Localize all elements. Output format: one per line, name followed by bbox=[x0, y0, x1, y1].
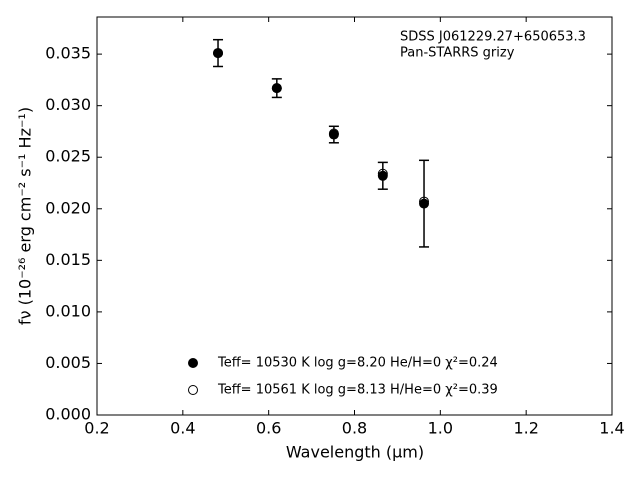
legend-marker bbox=[188, 385, 198, 395]
x-tick-label: 0.4 bbox=[170, 419, 195, 438]
x-tick-label: 0.6 bbox=[256, 419, 281, 438]
point bbox=[328, 129, 339, 140]
legend-label: Teff= 10530 K log g=8.20 He/H=0 χ²=0.24 bbox=[217, 356, 498, 371]
legend-label: Teff= 10561 K log g=8.13 H/He=0 χ²=0.39 bbox=[217, 383, 498, 398]
legend-marker bbox=[188, 358, 198, 368]
y-tick-label: 0.010 bbox=[45, 301, 91, 320]
y-tick-label: 0.030 bbox=[45, 95, 91, 114]
annotation: SDSS J061229.27+650653.3 bbox=[400, 30, 586, 45]
point bbox=[419, 198, 430, 209]
x-tick-label: 1.4 bbox=[599, 419, 624, 438]
x-tick-label: 1.0 bbox=[428, 419, 453, 438]
x-axis-label: Wavelength (μm) bbox=[286, 443, 424, 462]
y-tick-label: 0.000 bbox=[45, 405, 91, 424]
x-tick-label: 1.2 bbox=[513, 419, 538, 438]
annotation: Pan-STARRS grizy bbox=[400, 46, 515, 61]
y-tick-label: 0.035 bbox=[45, 44, 91, 63]
point bbox=[271, 83, 282, 94]
y-tick-label: 0.020 bbox=[45, 198, 91, 217]
y-tick-label: 0.025 bbox=[45, 147, 91, 166]
x-tick-label: 0.8 bbox=[342, 419, 367, 438]
y-axis-label: fν (10⁻²⁶ erg cm⁻² s⁻¹ Hz⁻¹) bbox=[16, 107, 35, 325]
x-tick-label: 0.2 bbox=[84, 419, 109, 438]
y-tick-label: 0.005 bbox=[45, 353, 91, 372]
point bbox=[377, 170, 388, 181]
y-tick-label: 0.015 bbox=[45, 250, 91, 269]
point bbox=[213, 48, 224, 59]
